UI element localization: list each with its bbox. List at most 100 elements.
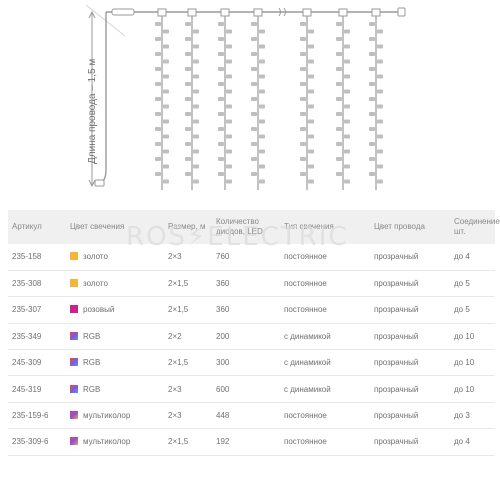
cell-size: 2×2	[164, 323, 212, 351]
strand-connector	[371, 8, 381, 17]
led-bulb	[163, 74, 169, 79]
header-connections: Соединение, шт.	[454, 217, 500, 236]
cell-glow-color-label: RGB	[83, 358, 101, 368]
controller-box	[111, 8, 135, 16]
led-bulb	[308, 119, 314, 124]
led-bulb	[163, 119, 169, 124]
power-cord	[99, 12, 107, 185]
cell-glow-type: с динамикой	[280, 375, 370, 403]
led-bulb	[155, 157, 161, 161]
cell-size: 2×3	[164, 375, 212, 403]
led-bulb	[308, 134, 314, 139]
led-bulb	[377, 59, 383, 64]
led-bulb	[226, 29, 232, 34]
led-bulb	[308, 59, 314, 64]
led-bulb	[185, 127, 191, 131]
led-bulb	[226, 134, 232, 139]
strand-connector	[253, 8, 263, 17]
cell-glow-color-label: золото	[83, 279, 108, 289]
color-swatch-icon	[70, 331, 78, 340]
header-glow-color: Цвет свечения	[70, 222, 125, 231]
led-bulb	[336, 67, 342, 71]
cell-article: 235-308	[8, 270, 66, 298]
led-bulb	[344, 104, 350, 109]
color-swatch-icon	[70, 252, 78, 261]
led-bulb	[155, 172, 161, 176]
cell-glow-color-label: RGB	[83, 384, 101, 394]
cell-glow-type: постоянное	[280, 296, 370, 324]
cell-led-count: 448	[212, 402, 280, 430]
led-bulb	[193, 179, 199, 184]
led-bulb	[226, 179, 232, 184]
led-bulb	[300, 157, 306, 161]
led-bulb	[369, 52, 375, 56]
cell-wire-color: прозрачный	[370, 244, 450, 271]
led-bulb	[193, 44, 199, 49]
cell-glow-color: RGB	[66, 349, 164, 377]
led-bulb	[377, 164, 383, 169]
led-bulb	[193, 89, 199, 94]
cell-led-count: 360	[212, 270, 280, 298]
cell-glow-color-label: мультиколор	[83, 437, 131, 447]
led-bulb	[218, 97, 224, 101]
color-swatch-icon	[70, 437, 78, 446]
cell-glow-color: мультиколор	[66, 428, 164, 456]
led-bulb	[259, 89, 265, 94]
color-swatch-icon	[70, 358, 78, 367]
cell-size: 2×3	[164, 402, 212, 430]
led-bulb	[155, 52, 161, 56]
spec-table: Артикул Цвет свечения Размер, м Количест…	[8, 210, 500, 456]
led-bulb	[377, 44, 383, 49]
led-bulb	[155, 22, 161, 26]
led-bulb	[185, 37, 191, 41]
led-bulb	[218, 142, 224, 146]
cell-glow-type: постоянное	[280, 402, 370, 430]
led-bulb	[193, 104, 199, 109]
end-plug	[397, 7, 406, 17]
table-row: 235-307 розовый 2×1,5 360 постоянное прозрачн…	[8, 296, 495, 324]
cell-glow-color: золото	[66, 244, 164, 271]
led-bulb	[155, 37, 161, 41]
led-bulb	[344, 89, 350, 94]
led-bulb	[218, 22, 224, 26]
led-bulb	[336, 22, 342, 26]
led-bulb	[226, 74, 232, 79]
cell-size: 2×3	[164, 244, 212, 271]
color-swatch-icon	[70, 384, 78, 393]
led-bulb	[185, 67, 191, 71]
led-bulb	[369, 142, 375, 146]
cell-wire-color: прозрачный	[370, 323, 450, 351]
led-bulb	[226, 119, 232, 124]
led-bulb	[226, 59, 232, 64]
led-bulb	[259, 164, 265, 169]
table-row: 235-159-6 мультиколор 2×3 448 постоянное проз…	[8, 402, 495, 430]
led-bulb	[218, 52, 224, 56]
strand-connector	[338, 8, 348, 17]
led-bulb	[193, 134, 199, 139]
diagram-frame	[85, 4, 406, 190]
led-bulb	[163, 89, 169, 94]
led-bulb	[259, 179, 265, 184]
led-bulb	[226, 149, 232, 154]
led-bulb	[336, 157, 342, 161]
cell-size: 2×1,5	[164, 296, 212, 324]
cell-led-count: 600	[212, 375, 280, 403]
led-bulb	[226, 44, 232, 49]
led-bulb	[336, 172, 342, 176]
led-bulb	[226, 104, 232, 109]
cell-led-count: 192	[212, 428, 280, 456]
led-bulb	[308, 179, 314, 184]
led-bulb	[369, 22, 375, 26]
cell-led-count: 200	[212, 323, 280, 351]
led-bulb	[308, 149, 314, 154]
cell-connections: до 5	[450, 270, 495, 298]
led-bulb	[185, 142, 191, 146]
led-bulb	[259, 29, 265, 34]
led-bulb	[155, 127, 161, 131]
cell-glow-color-label: мультиколор	[83, 411, 131, 421]
cell-glow-color: золото	[66, 270, 164, 298]
led-bulb	[300, 67, 306, 71]
led-bulb	[259, 44, 265, 49]
cell-glow-color-label: розовый	[83, 305, 115, 315]
cell-article: 245-309	[8, 349, 66, 377]
